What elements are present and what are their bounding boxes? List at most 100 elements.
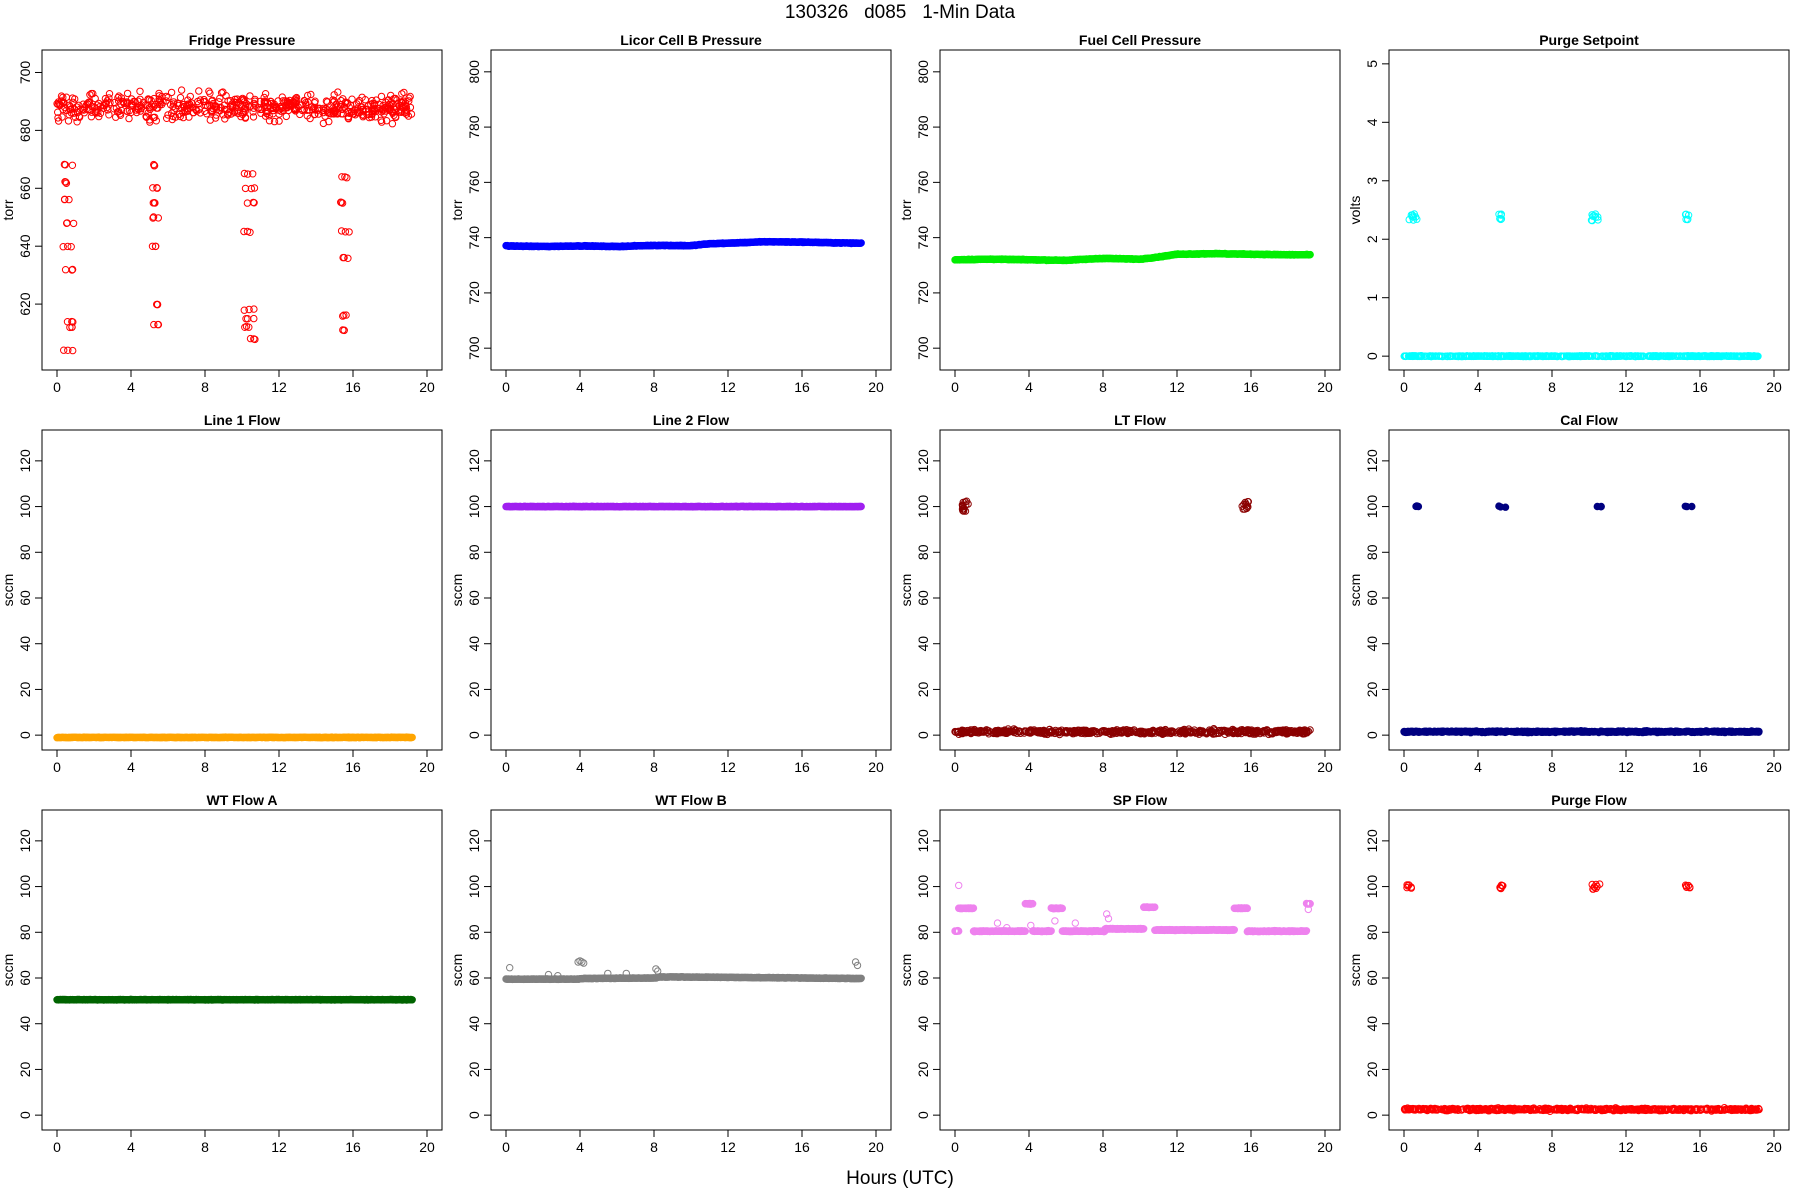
data-point bbox=[1661, 728, 1669, 736]
data-point bbox=[150, 94, 158, 103]
y-tick-label: 60 bbox=[915, 590, 931, 606]
data-point bbox=[405, 94, 413, 102]
data-point bbox=[60, 160, 69, 169]
data-point bbox=[158, 92, 166, 101]
data-point bbox=[69, 346, 77, 355]
data-point bbox=[133, 108, 141, 117]
data-point bbox=[1492, 727, 1500, 736]
y-tick-label: 740 bbox=[915, 226, 931, 250]
data-point bbox=[247, 184, 256, 193]
data-point bbox=[149, 184, 157, 192]
data-point bbox=[375, 100, 383, 108]
data-point bbox=[68, 161, 77, 170]
y-axis-label: volts bbox=[1347, 196, 1363, 225]
data-point bbox=[340, 326, 348, 334]
data-point bbox=[341, 99, 349, 107]
y-tick-label: 780 bbox=[915, 115, 931, 139]
data-point bbox=[340, 103, 349, 111]
data-point bbox=[67, 243, 75, 251]
data-point bbox=[54, 114, 62, 122]
x-tick-label: 16 bbox=[1692, 759, 1708, 775]
data-point bbox=[345, 228, 353, 236]
y-tick-label: 800 bbox=[466, 60, 482, 84]
data-point bbox=[96, 109, 105, 118]
data-point bbox=[86, 105, 94, 114]
data-point bbox=[186, 92, 195, 101]
data-point bbox=[291, 99, 300, 107]
data-point bbox=[60, 195, 69, 204]
data-point bbox=[338, 173, 346, 181]
data-point bbox=[162, 92, 170, 101]
data-point bbox=[54, 100, 62, 109]
panel-title: LT Flow bbox=[1114, 412, 1166, 428]
data-points bbox=[951, 497, 1314, 739]
data-point bbox=[134, 97, 142, 105]
data-point bbox=[149, 213, 158, 221]
data-point bbox=[154, 320, 163, 329]
data-point bbox=[61, 178, 69, 186]
data-point bbox=[342, 311, 350, 319]
data-point bbox=[211, 114, 220, 122]
data-point bbox=[153, 300, 162, 309]
data-point bbox=[144, 95, 152, 103]
data-point bbox=[54, 98, 63, 106]
y-tick-label: 100 bbox=[915, 495, 931, 519]
data-point bbox=[246, 334, 255, 343]
y-tick-label: 40 bbox=[17, 636, 33, 652]
data-point bbox=[340, 253, 348, 262]
data-point bbox=[1410, 728, 1418, 736]
data-point bbox=[241, 323, 249, 331]
x-tick-label: 4 bbox=[1474, 379, 1482, 395]
data-point bbox=[1472, 727, 1480, 735]
data-point bbox=[243, 315, 252, 323]
x-tick-label: 8 bbox=[650, 379, 658, 395]
x-tick-label: 4 bbox=[1474, 759, 1482, 775]
data-points bbox=[1400, 502, 1763, 737]
data-point bbox=[184, 101, 193, 110]
data-point bbox=[1688, 502, 1696, 511]
data-point bbox=[340, 311, 348, 319]
data-point bbox=[408, 733, 416, 742]
data-point bbox=[857, 239, 865, 247]
data-point bbox=[149, 103, 157, 111]
data-point bbox=[265, 117, 274, 125]
panel-title: Line 1 Flow bbox=[204, 412, 280, 428]
data-point bbox=[1641, 728, 1649, 736]
x-tick-label: 8 bbox=[1548, 379, 1556, 395]
x-tick-label: 4 bbox=[127, 759, 135, 775]
data-point bbox=[1400, 727, 1408, 736]
data-point bbox=[112, 113, 120, 121]
data-point bbox=[1495, 502, 1503, 510]
data-points bbox=[1400, 210, 1762, 361]
plot-frame bbox=[490, 429, 892, 751]
data-point bbox=[330, 106, 338, 115]
y-tick-label: 100 bbox=[17, 875, 33, 899]
y-tick-label: 700 bbox=[17, 61, 33, 85]
data-point bbox=[58, 113, 66, 121]
data-points bbox=[951, 249, 1314, 265]
data-point bbox=[1306, 250, 1314, 259]
x-tick-label: 12 bbox=[271, 759, 287, 775]
data-points bbox=[53, 995, 416, 1004]
data-point bbox=[339, 312, 347, 320]
data-point bbox=[64, 242, 72, 251]
data-point bbox=[223, 105, 231, 114]
x-tick-label: 4 bbox=[1025, 759, 1033, 775]
data-point bbox=[345, 109, 353, 118]
data-point bbox=[354, 106, 362, 114]
data-point bbox=[123, 100, 131, 108]
data-point bbox=[244, 170, 252, 178]
x-tick-label: 0 bbox=[951, 379, 959, 395]
data-point bbox=[249, 170, 257, 178]
data-point bbox=[69, 109, 78, 117]
x-tick-label: 12 bbox=[1169, 759, 1185, 775]
data-point bbox=[63, 318, 72, 326]
x-tick-label: 12 bbox=[1618, 379, 1634, 395]
data-point bbox=[250, 184, 259, 192]
data-point bbox=[1456, 727, 1464, 735]
data-point bbox=[245, 305, 253, 314]
data-point bbox=[270, 117, 279, 126]
